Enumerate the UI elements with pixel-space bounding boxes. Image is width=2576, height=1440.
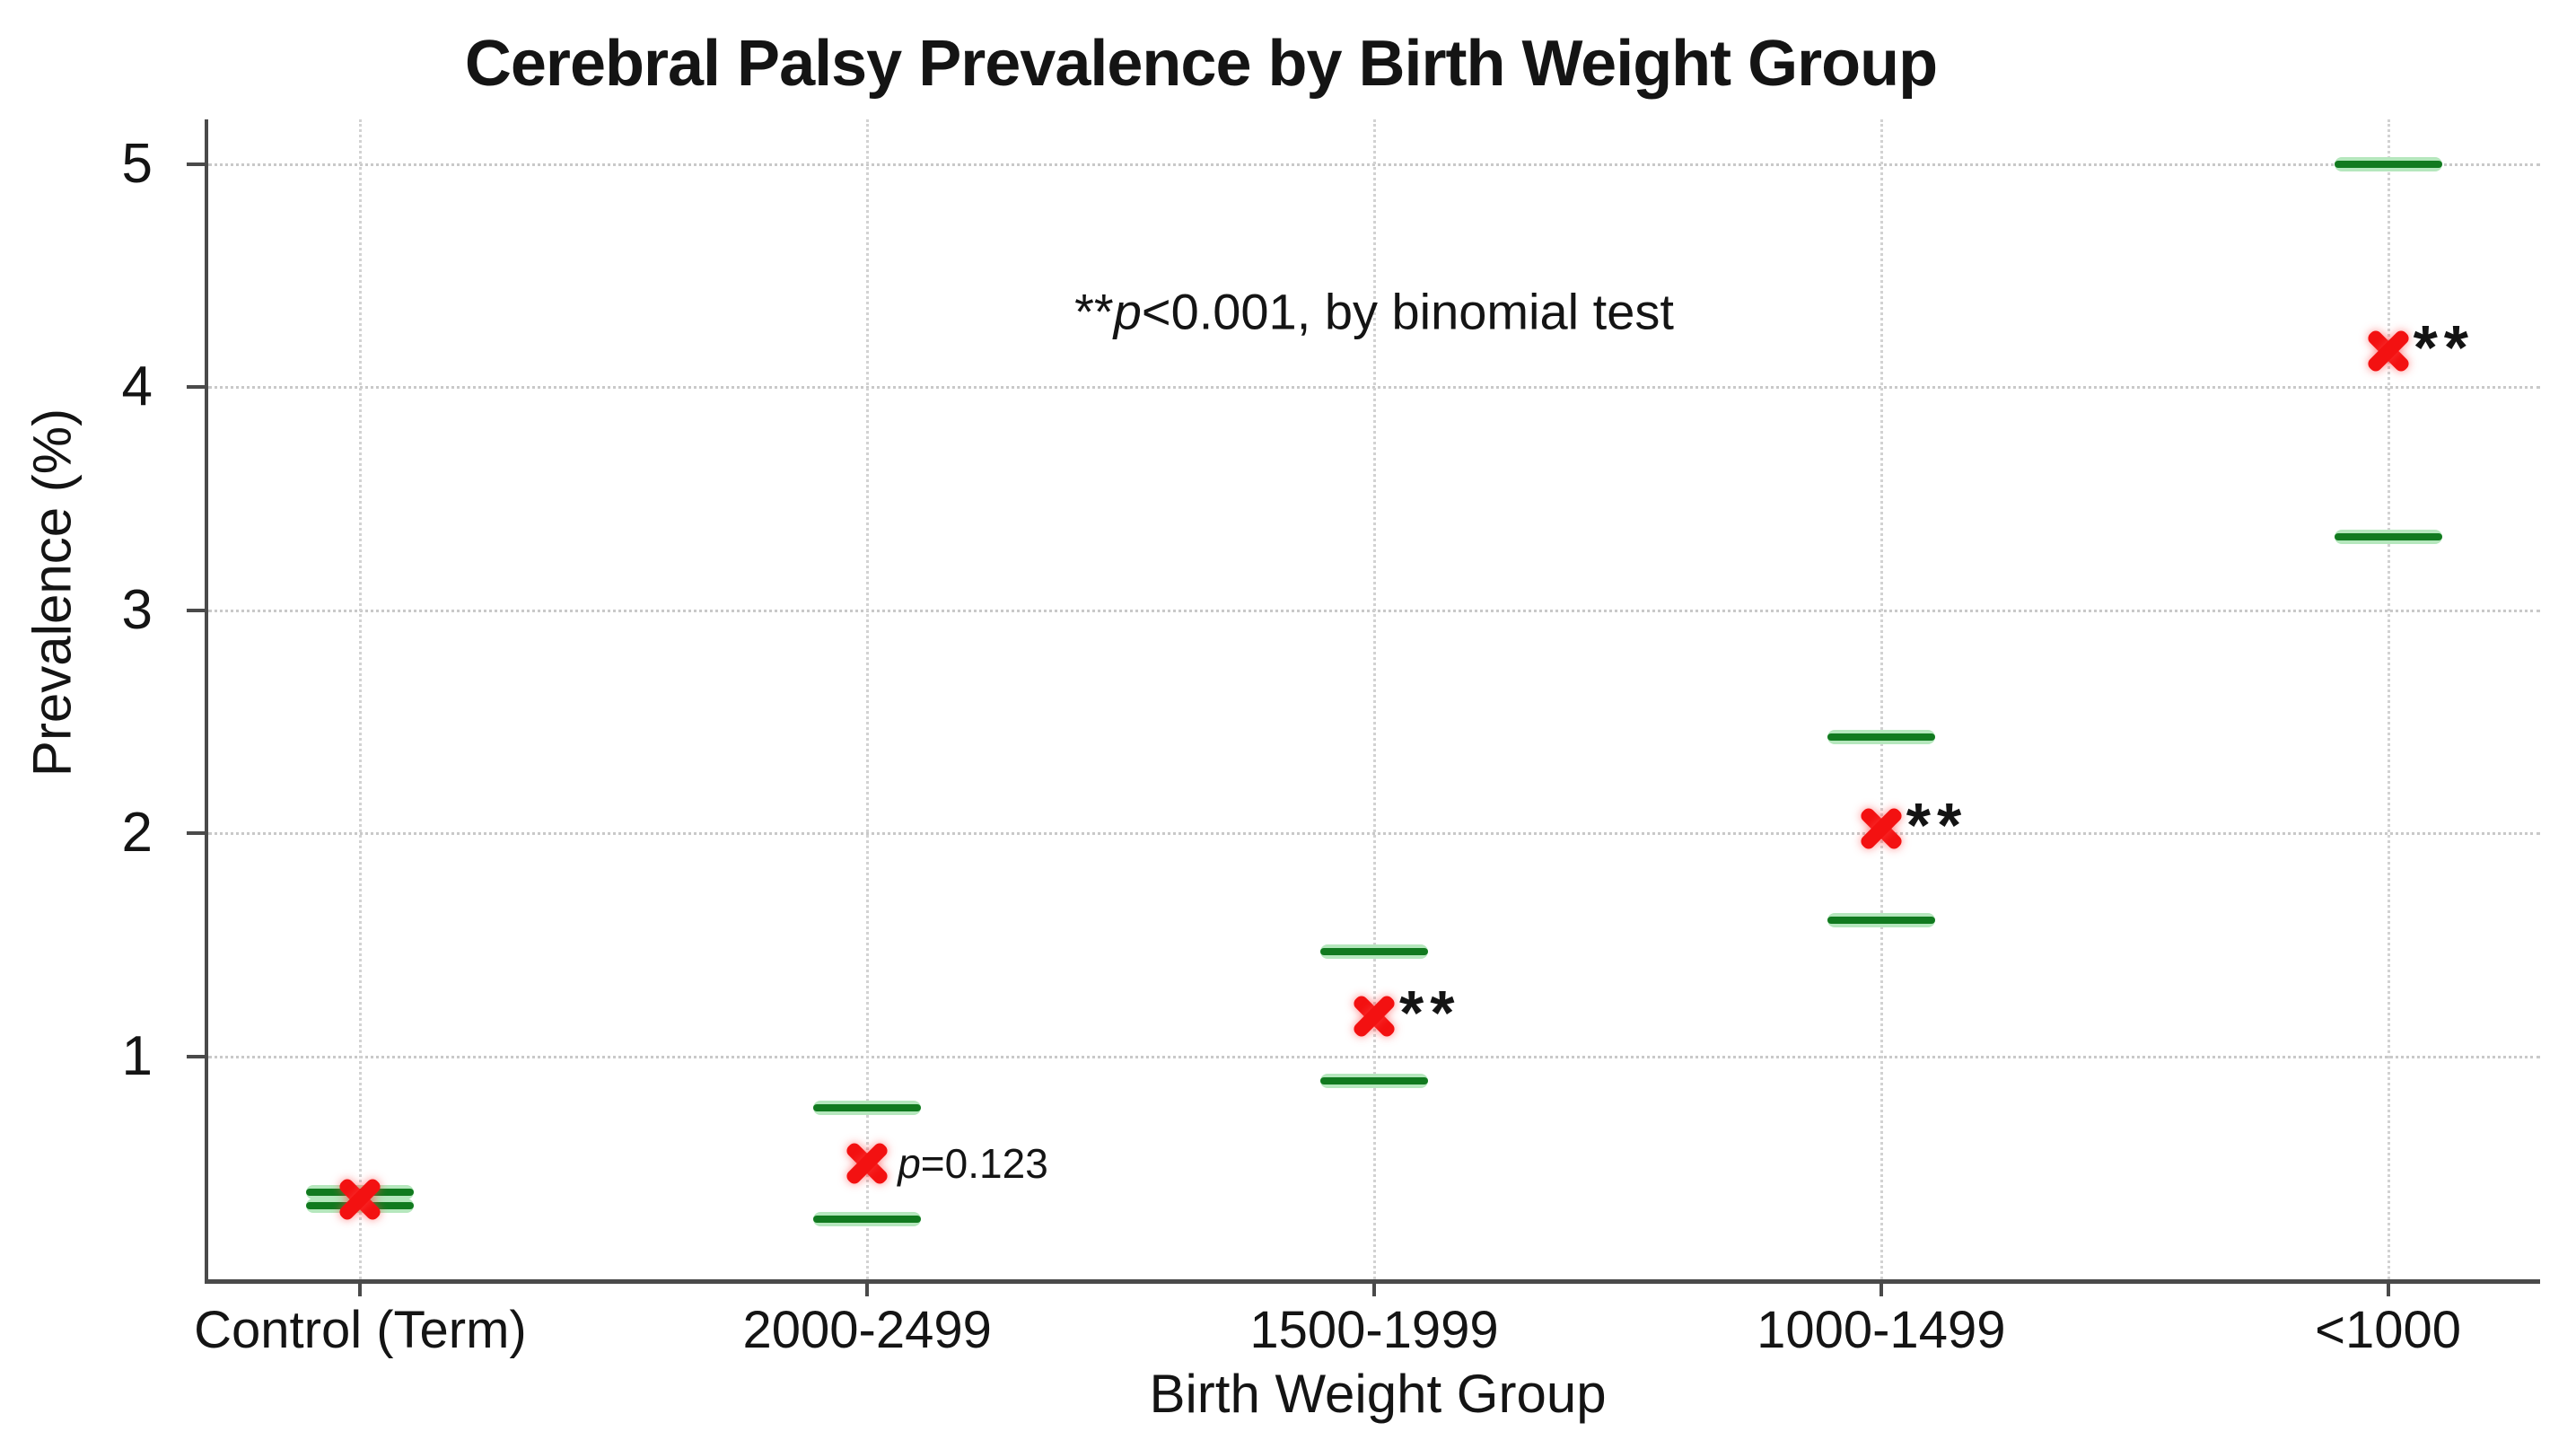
p-symbol: p	[898, 1139, 921, 1187]
x-tick-mark	[865, 1282, 870, 1296]
ci-upper-bar	[2334, 160, 2442, 168]
x-tick-mark	[1372, 1282, 1376, 1296]
x-tick-mark	[1879, 1282, 1883, 1296]
plot-area	[205, 119, 2540, 1284]
y-tick-label: 3	[121, 578, 153, 641]
note-p: p	[1113, 283, 1142, 340]
category-label: <1000	[2315, 1301, 2462, 1359]
data-point-marker	[2362, 325, 2414, 377]
x-gridline	[2387, 119, 2390, 1279]
category-label: 1000-1499	[1757, 1301, 2006, 1359]
data-point-marker	[1348, 990, 1400, 1042]
y-tick-mark	[187, 831, 208, 836]
significance-label: **	[1399, 977, 1461, 1048]
data-point-marker	[1855, 803, 1907, 855]
category-label: 1500-1999	[1249, 1301, 1499, 1359]
x-gridline	[359, 119, 363, 1279]
ci-lower-bar	[1320, 1076, 1428, 1084]
x-axis-label: Birth Weight Group	[1149, 1364, 1607, 1424]
significance-label: **	[2413, 312, 2475, 383]
ci-upper-bar	[1827, 733, 1935, 742]
x-tick-mark	[2386, 1282, 2390, 1296]
y-tick-label: 4	[121, 356, 153, 418]
ci-upper-bar	[1320, 947, 1428, 955]
p-value-label: p=0.123	[898, 1139, 1048, 1187]
y-tick-label: 5	[121, 132, 153, 195]
data-point-marker	[841, 1137, 893, 1190]
ci-lower-bar	[2334, 532, 2442, 540]
ci-lower-bar	[1827, 916, 1935, 924]
chart-title: Cerebral Palsy Prevalence by Birth Weigh…	[464, 28, 1938, 100]
note-rest: <0.001, by binomial test	[1141, 283, 1674, 340]
ci-lower-bar	[813, 1215, 922, 1223]
y-tick-mark	[187, 1054, 208, 1058]
y-tick-label: 1	[121, 1024, 153, 1087]
category-label: 2000-2499	[742, 1301, 992, 1359]
ci-upper-bar	[813, 1103, 922, 1111]
y-tick-mark	[187, 608, 208, 612]
x-gridline	[1879, 119, 1883, 1279]
data-point-marker	[334, 1173, 386, 1225]
y-tick-mark	[187, 162, 208, 166]
significance-note: **p<0.001, by binomial test	[1074, 282, 1674, 340]
y-tick-mark	[187, 385, 208, 390]
category-label: Control (Term)	[194, 1301, 527, 1359]
significance-label: **	[1906, 790, 1968, 861]
x-gridline	[1373, 119, 1376, 1279]
x-gridline	[866, 119, 870, 1279]
x-tick-mark	[358, 1282, 363, 1296]
y-tick-label: 2	[121, 802, 153, 865]
note-stars: **	[1074, 283, 1114, 340]
